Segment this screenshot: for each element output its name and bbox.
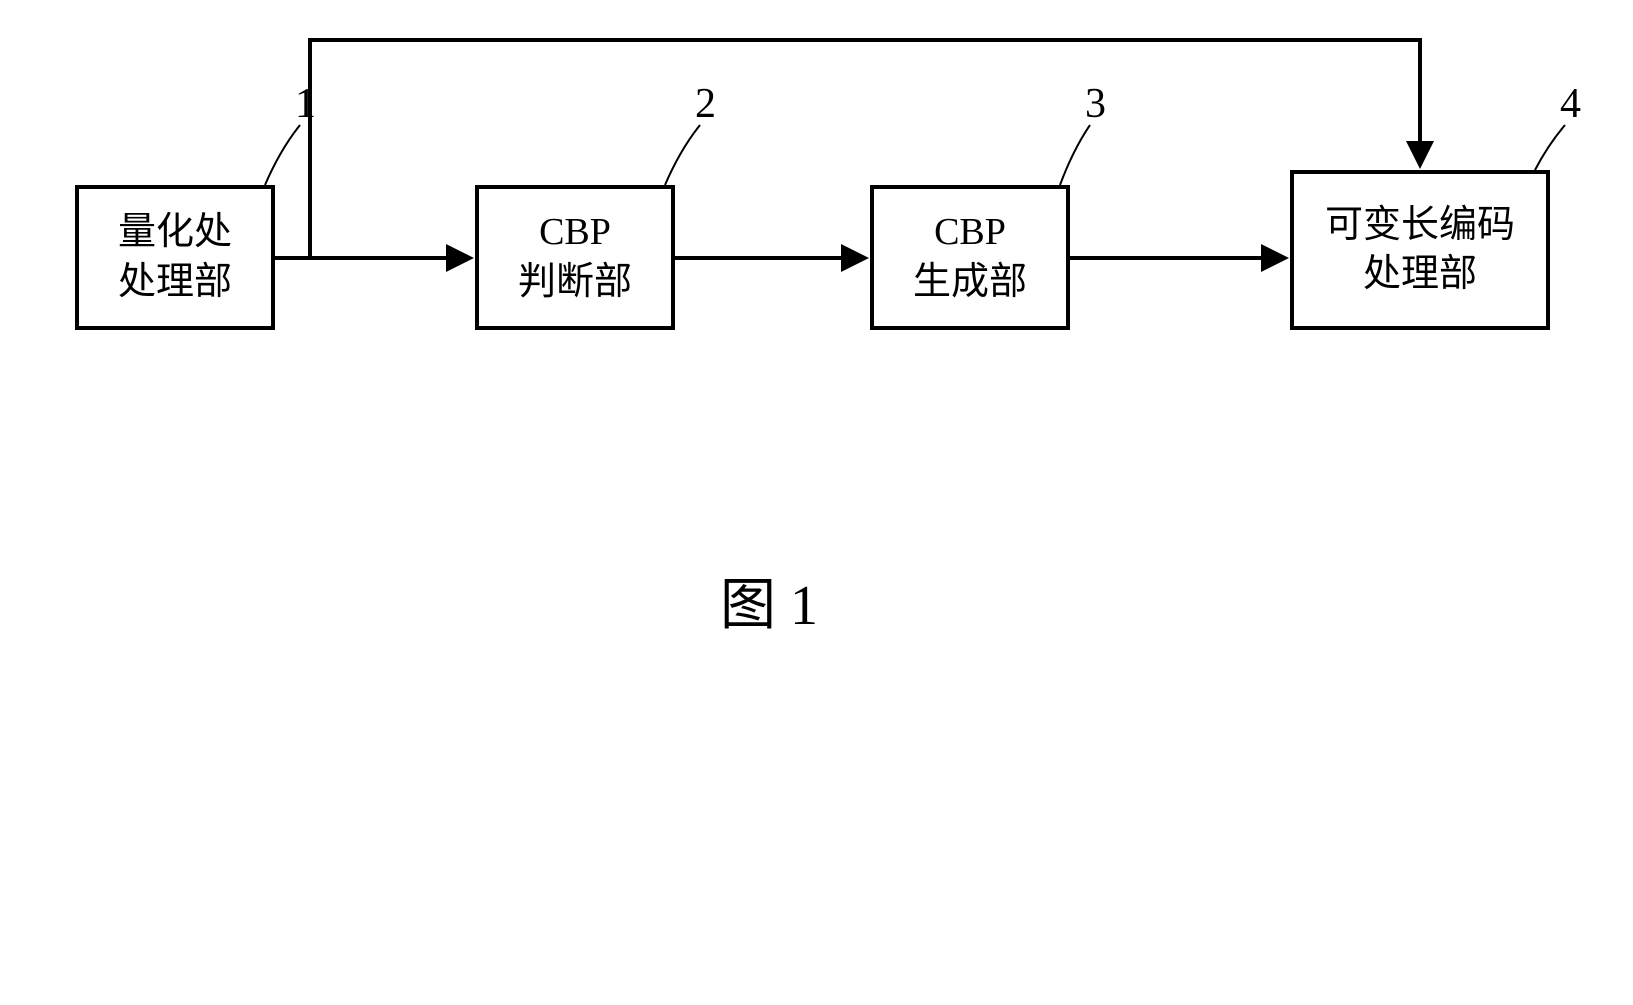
ref-line-4 [1535,125,1565,170]
node-cbp-generate: CBP 生成部 [870,185,1070,330]
node-cbp-judge-label: CBP 判断部 [518,208,632,307]
flowchart-diagram: 量化处 处理部 1 CBP 判断部 2 CBP 生成部 3 可变长编码 处理部 … [0,0,1633,1005]
figure-caption: 图 1 [720,560,818,641]
node-cbp-generate-label: CBP 生成部 [913,208,1027,307]
node-quantization-label: 量化处 处理部 [118,208,232,307]
ref-label-4: 4 [1560,80,1581,128]
ref-label-1: 1 [295,80,316,128]
ref-line-3 [1060,125,1090,185]
ref-line-1 [265,125,300,185]
ref-label-3: 3 [1085,80,1106,128]
node-cbp-judge: CBP 判断部 [475,185,675,330]
node-quantization: 量化处 处理部 [75,185,275,330]
node-vlc-process-label: 可变长编码 处理部 [1325,201,1515,300]
node-vlc-process: 可变长编码 处理部 [1290,170,1550,330]
ref-line-2 [665,125,700,185]
ref-label-2: 2 [695,80,716,128]
connectors-svg [0,0,1633,1005]
